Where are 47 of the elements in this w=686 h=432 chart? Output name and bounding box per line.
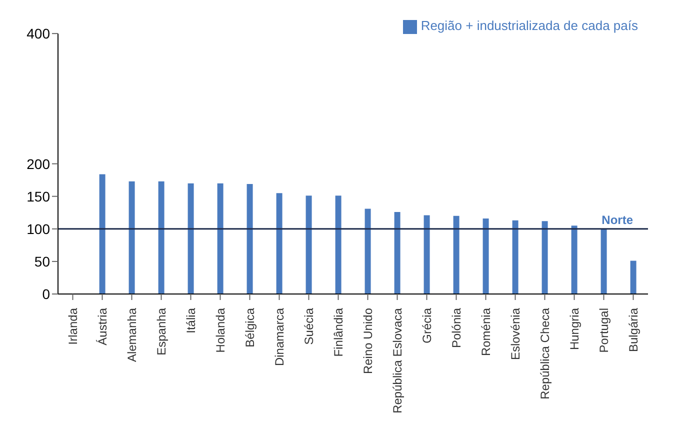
x-tick-label: República Eslovaca (390, 308, 404, 414)
bar (394, 212, 400, 294)
x-tick-label: Portugal (596, 308, 611, 353)
y-tick-label: 50 (34, 253, 50, 270)
bar (482, 218, 489, 294)
bar (571, 226, 578, 294)
bar (364, 208, 371, 294)
bar (276, 193, 282, 294)
bar (158, 181, 164, 294)
y-tick-label: 150 (26, 188, 50, 204)
bar (424, 215, 430, 294)
bar (128, 181, 135, 294)
x-tick-label: Roménia (478, 308, 493, 356)
y-tick-label: 400 (26, 26, 50, 42)
x-tick-label: Finlândia (331, 308, 346, 357)
x-tick-label: Eslovénia (508, 308, 522, 360)
bar (600, 228, 607, 294)
bar (246, 184, 253, 294)
y-tick-label: 0 (42, 286, 50, 302)
x-tick-label: Holanda (213, 308, 228, 353)
bar (306, 196, 312, 294)
x-tick-label: Bulgária (626, 308, 640, 352)
x-tick-label: Polónia (449, 308, 464, 348)
x-tick-label: Áustria (95, 308, 110, 346)
x-tick-label: Alemanha (124, 308, 139, 362)
y-tick-label: 200 (26, 156, 50, 172)
legend-label: Região + industrializada de cada país (420, 18, 638, 33)
x-tick-label: Hungria (567, 308, 582, 350)
x-tick-label: Grécia (420, 308, 434, 344)
y-tick-label: 100 (26, 220, 50, 237)
x-tick-label: Espanha (154, 308, 168, 356)
x-tick-label: Irlanda (66, 308, 80, 345)
bar (542, 221, 548, 294)
x-tick-label: Bélgica (242, 308, 257, 348)
x-tick-label: Dinamarca (272, 308, 286, 366)
bar (453, 216, 460, 294)
bar (335, 196, 342, 294)
bar (512, 220, 518, 294)
bar (217, 183, 224, 294)
bar (188, 183, 194, 294)
bar (99, 174, 106, 294)
bar (630, 260, 636, 294)
x-tick-label: República Checa (538, 308, 552, 400)
ref-line-label: Norte (602, 212, 634, 227)
x-tick-label: Suécia (302, 308, 316, 345)
x-tick-label: Itália (184, 308, 198, 334)
x-tick-label: Reino Unido (360, 308, 375, 374)
